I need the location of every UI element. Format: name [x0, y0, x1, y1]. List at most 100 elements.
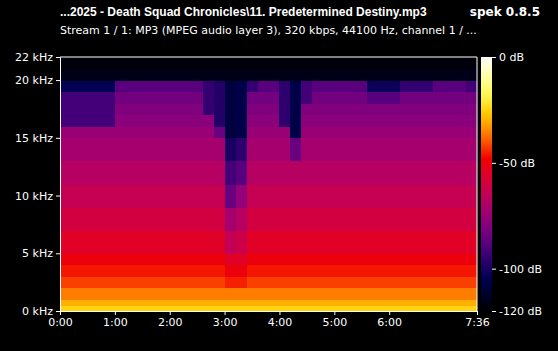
- cell: [181, 57, 192, 69]
- cell: [323, 299, 334, 305]
- colorbar-swatch: [481, 101, 492, 102]
- cell: [269, 80, 280, 92]
- cell: [389, 299, 400, 305]
- cell: [356, 253, 367, 265]
- colorbar-swatch: [481, 109, 492, 110]
- cell: [82, 184, 93, 208]
- cell: [137, 138, 148, 162]
- cell: [203, 126, 214, 138]
- colorbar-swatch: [481, 222, 492, 223]
- cell: [356, 230, 367, 254]
- cell: [279, 69, 290, 81]
- cell: [170, 138, 181, 162]
- cell: [137, 305, 148, 311]
- colorbar-swatch: [481, 102, 492, 103]
- colorbar-swatch: [481, 165, 492, 166]
- tick: 1:00: [103, 311, 128, 329]
- cell: [367, 305, 378, 311]
- cell: [378, 288, 389, 300]
- tick: 3:00: [213, 311, 238, 329]
- colorbar-swatch: [481, 197, 492, 198]
- cell: [433, 299, 444, 305]
- cell: [312, 299, 323, 305]
- cell: [422, 92, 433, 104]
- cell: [466, 265, 477, 277]
- cell: [126, 80, 137, 92]
- colorbar-swatch: [481, 258, 492, 259]
- colorbar-swatch: [481, 242, 492, 243]
- colorbar-swatch: [481, 273, 492, 274]
- tick-mark: [389, 311, 390, 315]
- cell: [214, 299, 225, 305]
- cell: [444, 115, 455, 127]
- cell: [345, 288, 356, 300]
- cell: [225, 305, 236, 311]
- cell: [192, 253, 203, 265]
- colorbar-swatch: [481, 160, 492, 161]
- colorbar-swatch: [481, 296, 492, 297]
- colorbar-swatch: [481, 223, 492, 224]
- cell: [345, 126, 356, 138]
- cell: [466, 230, 477, 254]
- colorbar-swatch: [481, 114, 492, 115]
- cell: [389, 126, 400, 138]
- cell: [301, 265, 312, 277]
- cell: [433, 138, 444, 162]
- tick-mark: [56, 253, 60, 254]
- cell: [367, 57, 378, 69]
- cell: [301, 230, 312, 254]
- colorbar-swatch: [481, 87, 492, 88]
- cell: [115, 80, 126, 92]
- cell: [258, 299, 269, 305]
- cell: [290, 288, 301, 300]
- cell: [126, 305, 137, 311]
- cell: [258, 80, 269, 92]
- colorbar-swatch: [481, 219, 492, 220]
- cell: [378, 305, 389, 311]
- cell: [137, 57, 148, 69]
- cell: [466, 103, 477, 115]
- tick-label: 15 kHz: [15, 132, 53, 145]
- colorbar-swatch: [481, 262, 492, 263]
- cell: [104, 305, 115, 311]
- colorbar-swatch: [481, 148, 492, 149]
- tick: 22 kHz: [15, 51, 60, 64]
- cell: [455, 138, 466, 162]
- colorbar-swatch: [481, 252, 492, 253]
- cell: [312, 207, 323, 231]
- cell: [148, 138, 159, 162]
- cell: [214, 276, 225, 288]
- cell: [82, 69, 93, 81]
- colorbar-swatch: [481, 253, 492, 254]
- cell: [225, 80, 236, 92]
- cell: [203, 305, 214, 311]
- colorbar-swatch: [481, 140, 492, 141]
- colorbar-swatch: [481, 260, 492, 261]
- cell: [82, 126, 93, 138]
- tick-label: 20 kHz: [15, 74, 53, 87]
- cell: [290, 161, 301, 185]
- cell: [312, 184, 323, 208]
- cell: [269, 115, 280, 127]
- cell: [444, 299, 455, 305]
- axis-line: [493, 58, 497, 312]
- tick-label: 1:00: [103, 316, 128, 329]
- cell: [400, 92, 411, 104]
- colorbar-swatch: [481, 175, 492, 176]
- cell: [159, 305, 170, 311]
- cell: [312, 161, 323, 185]
- cell: [192, 288, 203, 300]
- colorbar-swatch: [481, 143, 492, 144]
- cell: [82, 103, 93, 115]
- colorbar-swatch: [481, 72, 492, 73]
- cell: [93, 80, 104, 92]
- colorbar-swatch: [481, 213, 492, 214]
- cell: [323, 276, 334, 288]
- cell: [378, 253, 389, 265]
- cell: [71, 80, 82, 92]
- cell: [225, 288, 236, 300]
- cell: [115, 103, 126, 115]
- colorbar-swatch: [481, 203, 492, 204]
- colorbar-swatch: [481, 128, 492, 129]
- colorbar-swatch: [481, 277, 492, 278]
